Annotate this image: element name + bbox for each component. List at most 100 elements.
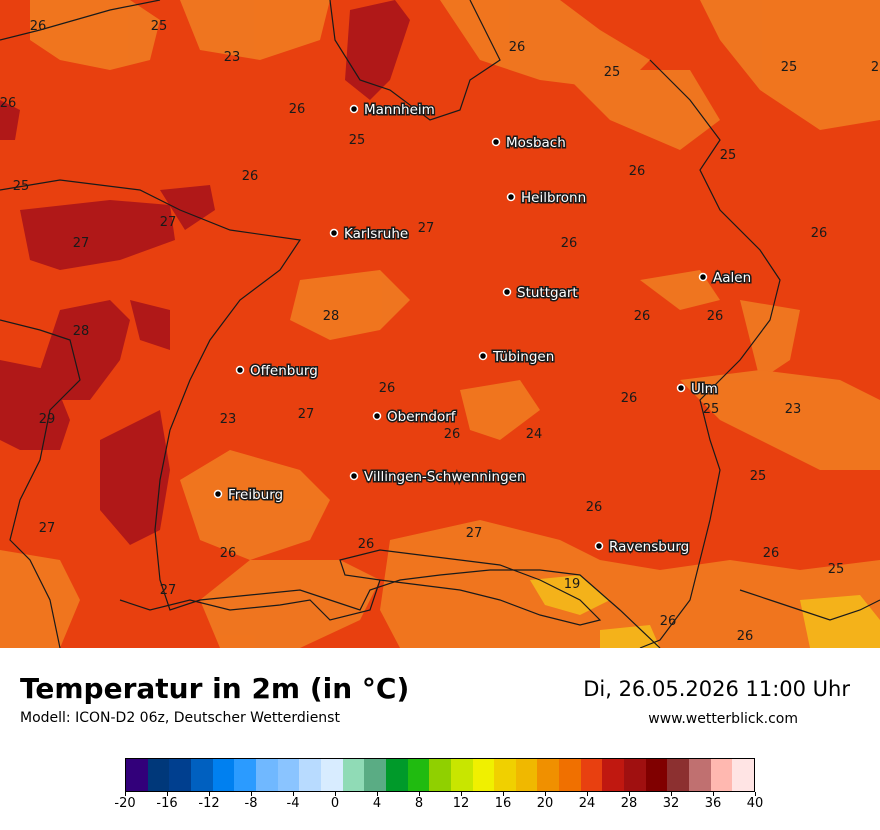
city-label: Heilbronn — [521, 190, 586, 206]
city-dot — [502, 287, 512, 297]
city-marker: Offenburg — [235, 362, 319, 381]
temperature-value: 27 — [39, 521, 56, 536]
city-marker: Stuttgart — [502, 284, 579, 303]
colorbar-tick-mark — [335, 792, 336, 796]
colorbar-tick-label: -16 — [156, 796, 178, 811]
city-marker: Oberndorf — [372, 408, 458, 427]
temperature-value: 27 — [298, 407, 315, 422]
colorbar-segment — [234, 759, 256, 791]
colorbar-tick-label: -20 — [114, 796, 136, 811]
colorbar-tick-mark — [419, 792, 420, 796]
city-dot — [235, 365, 245, 375]
temperature-value: 26 — [629, 164, 646, 179]
colorbar-segment — [299, 759, 321, 791]
city-label: Tübingen — [492, 349, 554, 365]
colorbar-segment — [255, 759, 278, 791]
temperature-value: 26 — [634, 309, 651, 324]
city-label: Stuttgart — [517, 285, 578, 301]
temperature-value: 25 — [781, 60, 798, 75]
lake-constance — [339, 549, 602, 626]
colorbar-tick-label: 32 — [662, 796, 680, 811]
city-dot — [372, 411, 382, 421]
temperature-value: 26 — [707, 309, 724, 324]
temperature-value: 26 — [586, 500, 603, 515]
colorbar-tick-label: 0 — [330, 796, 340, 811]
temperature-value: 26 — [763, 546, 780, 561]
colorbar-ticks: -20 -16 -12 -8 -4 0 4 8 12 16 20 24 28 32 36 40 — [114, 792, 763, 818]
temperature-value: 23 — [785, 402, 802, 417]
france-border — [0, 319, 81, 648]
map-title: Temperatur in 2m (in °C) — [20, 672, 410, 705]
colorbar-tick-mark — [377, 792, 378, 796]
temperature-value-labels: 26 25 23 26 25 25 2 26 26 25 25 26 26 25 27 27 27 26 26 28 2… — [0, 19, 879, 644]
city-marker: Ulm — [676, 380, 719, 399]
temperature-value: 26 — [621, 391, 638, 406]
temperature-value: 28 — [73, 324, 90, 339]
colorbar-tick-label: -8 — [244, 796, 258, 811]
city-marker: Ravensburg — [594, 538, 691, 557]
website-link[interactable]: www.wetterblick.com — [648, 711, 798, 727]
temperature-value: 29 — [39, 412, 56, 427]
city-dot — [213, 489, 223, 499]
colorbar-segment — [190, 759, 213, 791]
city-label: Oberndorf — [387, 409, 457, 425]
city-dot — [349, 104, 359, 114]
temperature-value: 27 — [160, 215, 177, 230]
temperature-value: 26 — [242, 169, 259, 184]
city-label: Ulm — [691, 381, 718, 397]
colorbar-tick-mark — [209, 792, 210, 796]
city-marker: Heilbronn — [506, 189, 588, 208]
city-label: Ravensburg — [609, 539, 689, 555]
temperature-value: 2 — [871, 60, 879, 75]
city-dot — [506, 192, 516, 202]
colorbar-segment — [537, 759, 560, 791]
temperature-value: 19 — [564, 577, 581, 592]
colorbar-tick-mark — [125, 792, 126, 796]
colorbar-tick-label: 40 — [746, 796, 764, 811]
temperature-value: 27 — [160, 583, 177, 598]
colorbar-tick-label: 20 — [536, 796, 554, 811]
colorbar-segment — [385, 759, 408, 791]
borders — [0, 0, 880, 648]
colorbar-tick-label: 16 — [494, 796, 512, 811]
city-label: Mannheim — [364, 102, 435, 118]
temperature-value: 23 — [224, 50, 241, 65]
temperature-value: 26 — [289, 102, 306, 117]
colorbar-segment — [364, 759, 386, 791]
valid-datetime: Di, 26.05.2026 11:00 Uhr — [583, 677, 850, 701]
colorbar-segment — [320, 759, 343, 791]
temperature-value: 26 — [30, 19, 47, 34]
colorbar-segment — [732, 759, 755, 791]
colorbar-tick-label: 28 — [620, 796, 638, 811]
temperature-value: 25 — [151, 19, 168, 34]
colorbar-tick-mark — [545, 792, 546, 796]
state-border-north — [329, 0, 501, 121]
colorbar-tick-mark — [629, 792, 630, 796]
temperature-value: 26 — [660, 614, 677, 629]
swiss-border — [119, 579, 381, 621]
state-border-east — [639, 59, 781, 648]
city-marker: Aalen — [698, 269, 753, 288]
temperature-value: 25 — [720, 148, 737, 163]
temperature-value: 26 — [220, 546, 237, 561]
austria-border — [739, 589, 880, 621]
temperature-value: 26 — [379, 381, 396, 396]
colorbar-tick-mark — [293, 792, 294, 796]
city-markers: Mannheim Mosbach Heilbronn Karlsruhe Aalen St… — [213, 101, 753, 557]
colorbar-segment — [169, 759, 191, 791]
temperature-value: 26 — [509, 40, 526, 55]
temperature-value: 25 — [349, 133, 366, 148]
temperature-value: 27 — [466, 526, 483, 541]
temperature-value: 26 — [444, 427, 461, 442]
city-dot — [491, 137, 501, 147]
colorbar-tick-mark — [503, 792, 504, 796]
city-marker: Mannheim — [349, 101, 436, 120]
colorbar-segment — [342, 759, 365, 791]
temperature-map: 26 25 23 26 25 25 2 26 26 25 25 26 26 25 27 27 27 26 26 28 2… — [0, 0, 880, 648]
temperature-value: 24 — [526, 427, 543, 442]
colorbar-segment — [494, 759, 516, 791]
city-marker: Villingen-Schwenningen — [349, 468, 527, 487]
temperature-value: 25 — [604, 65, 621, 80]
colorbar-tick-label: 12 — [452, 796, 470, 811]
city-dot — [478, 351, 488, 361]
